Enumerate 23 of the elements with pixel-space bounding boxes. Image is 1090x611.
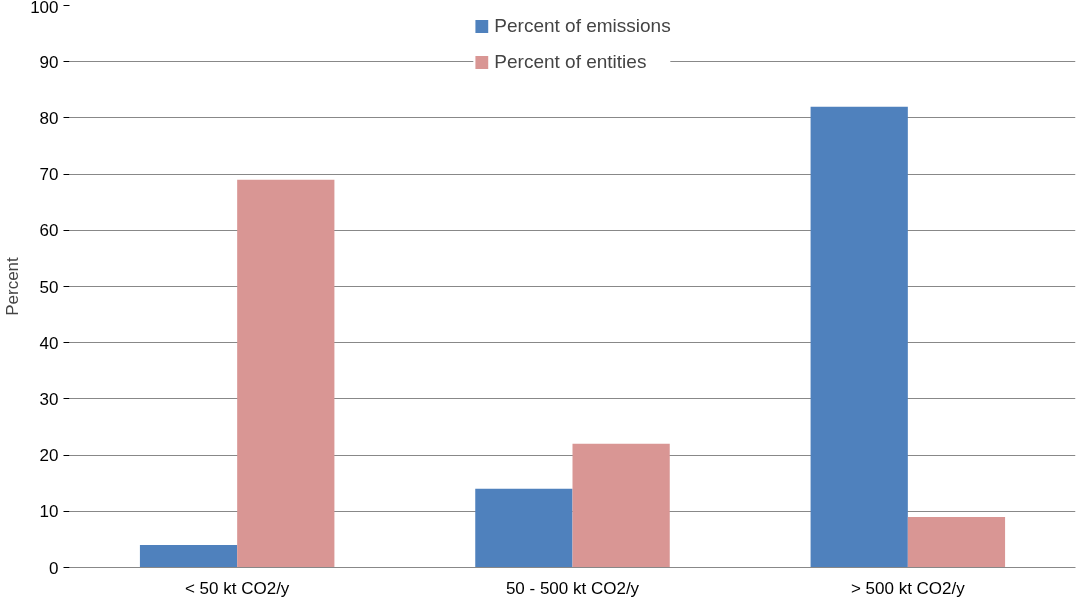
- legend-label: Percent of emissions: [494, 15, 671, 37]
- y-tick-label: 100: [30, 0, 59, 17]
- y-tick-label: 80: [39, 108, 59, 128]
- bar: [475, 488, 573, 568]
- y-tick-label: 30: [39, 389, 59, 409]
- y-tick-label: 40: [39, 333, 59, 353]
- bar: [810, 106, 908, 568]
- y-tick-label: 0: [49, 558, 59, 578]
- x-tick-label: < 50 kt CO2/y: [184, 578, 290, 598]
- x-tick-label: 50 - 500 kt CO2/y: [505, 578, 640, 598]
- y-tick-label: 20: [39, 446, 59, 466]
- y-tick-label: 70: [39, 165, 59, 185]
- legend-label: Percent of entities: [494, 51, 647, 73]
- y-axis-title: Percent: [3, 256, 23, 316]
- y-tick-label: 10: [39, 502, 59, 522]
- y-tick-label: 90: [39, 52, 59, 72]
- bar: [237, 179, 335, 568]
- bar: [907, 516, 1006, 568]
- y-tick-label: 60: [39, 221, 59, 241]
- y-tick-label: 50: [39, 277, 59, 297]
- bar: [139, 545, 238, 568]
- bar: [572, 443, 670, 568]
- x-tick-label: > 500 kt CO2/y: [850, 578, 966, 598]
